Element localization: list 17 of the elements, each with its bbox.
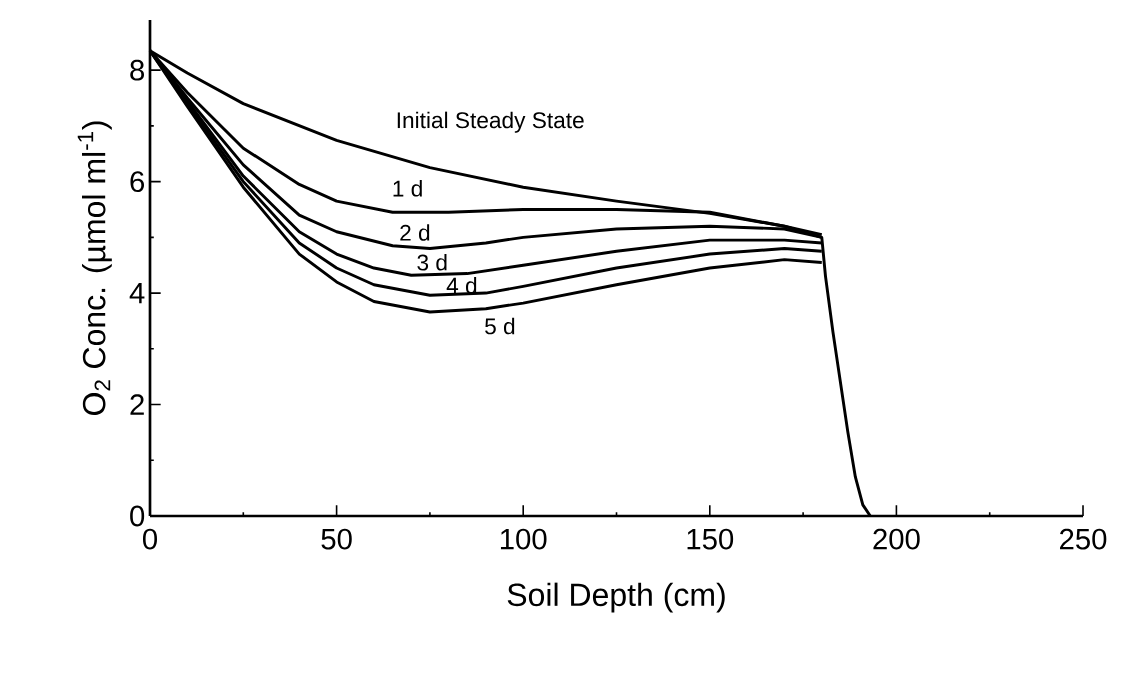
- y-axis-title: O$_{2}$ Conc. (µmol ml$^{-1}$): [77, 121, 112, 415]
- series-label: 1 d: [393, 179, 422, 197]
- y-tick-label: 6: [130, 171, 145, 193]
- x-tick-label: 50: [321, 528, 352, 550]
- y-tick-label: 8: [130, 59, 145, 81]
- y-tick-label: 2: [130, 394, 144, 415]
- series-label: 5 d: [485, 317, 515, 335]
- series-label: Initial Steady State: [397, 111, 584, 133]
- x-axis-title: Soil Depth (cm): [507, 582, 725, 613]
- x-tick-label: 100: [500, 528, 547, 550]
- series-label: 2 d: [400, 224, 430, 241]
- x-tick-label: 250: [1060, 528, 1107, 550]
- y-tick-label: 4: [129, 282, 145, 304]
- x-tick-label: 150: [687, 528, 734, 550]
- y-tick-label: 0: [130, 505, 145, 527]
- series-label: 3 d: [417, 253, 447, 271]
- x-tick-label: 200: [873, 528, 920, 550]
